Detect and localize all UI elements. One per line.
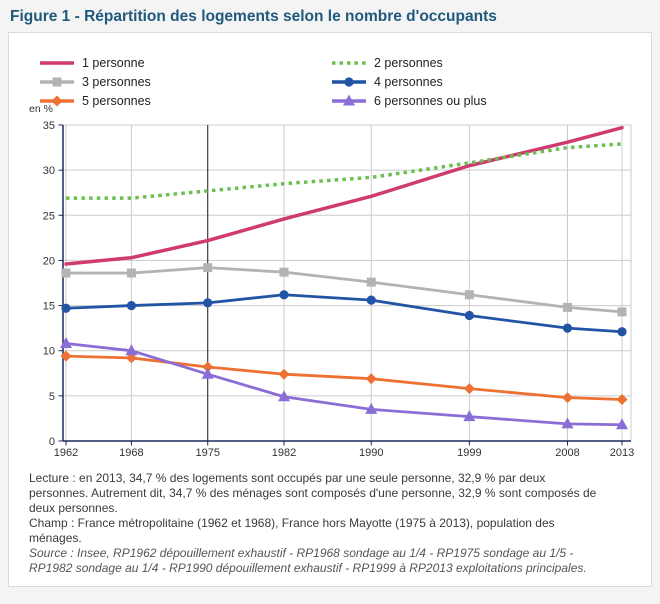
axes — [58, 124, 631, 446]
legend-swatch-2-personnes — [332, 60, 366, 65]
legend-item-3-personnes: 3 personnes — [39, 72, 331, 91]
series-6-personnes-ou-plus — [60, 336, 628, 430]
legend-item-6-personnes-ou-plus: 6 personnes ou plus — [331, 91, 651, 110]
x-tick-label: 1990 — [359, 447, 383, 459]
y-tick-label: 0 — [49, 436, 55, 448]
legend-label: 5 personnes — [82, 93, 151, 108]
y-tick-label: 35 — [43, 120, 55, 132]
legend-swatch-6-personnes-ou-plus — [332, 94, 366, 105]
legend-label: 2 personnes — [374, 55, 443, 70]
axis-tick-labels: 0 5 10 15 20 25 30 35 1962 1968 1975 1982 1990 1999 20… — [43, 120, 634, 459]
gridlines — [63, 124, 632, 441]
y-tick-label: 25 — [43, 210, 55, 222]
y-axis-unit-label: en % — [29, 103, 53, 115]
x-tick-label: 1975 — [195, 447, 219, 459]
x-tick-label: 1968 — [119, 447, 143, 459]
legend-label: 3 personnes — [82, 74, 151, 89]
legend-label: 1 personne — [82, 55, 145, 70]
legend-swatch-1-personne — [40, 60, 74, 65]
series-4-personnes — [61, 290, 627, 337]
series-5-personnes — [60, 350, 628, 405]
y-tick-label: 20 — [43, 255, 55, 267]
figure-card: 1 personne 2 personnes 3 personnes 4 person… — [8, 32, 652, 587]
legend-item-5-personnes: 5 personnes — [39, 91, 331, 110]
x-tick-label: 1999 — [457, 447, 481, 459]
legend-label: 6 personnes ou plus — [374, 93, 487, 108]
legend-swatch-4-personnes — [332, 76, 366, 87]
x-tick-label: 2013 — [610, 447, 634, 459]
legend-item-1-personne: 1 personne — [39, 53, 331, 72]
series-3-personnes — [61, 263, 627, 317]
legend-item-2-personnes: 2 personnes — [331, 53, 651, 72]
chart-legend: 1 personne 2 personnes 3 personnes 4 person… — [9, 33, 651, 110]
chart-notes: Lecture : en 2013, 34,7 % des logements … — [29, 471, 607, 576]
y-tick-label: 10 — [43, 346, 55, 358]
chart-canvas[interactable]: 0 5 10 15 20 25 30 35 1962 1968 1975 1982 1990 1999 20… — [9, 103, 651, 463]
legend-swatch-3-personnes — [40, 77, 74, 86]
figure-title: Figure 1 - Répartition des logements sel… — [10, 8, 497, 25]
series-1-personne — [64, 125, 624, 266]
legend-swatch-5-personnes — [40, 95, 74, 106]
note-source: Source : Insee, RP1962 dépouillement exh… — [29, 546, 587, 575]
x-tick-label: 2008 — [555, 447, 579, 459]
x-tick-label: 1962 — [54, 447, 78, 459]
series-2-personnes — [66, 142, 623, 200]
y-tick-label: 5 — [49, 391, 55, 403]
legend-label: 4 personnes — [374, 74, 443, 89]
y-tick-label: 15 — [43, 301, 55, 313]
legend-item-4-personnes: 4 personnes — [331, 72, 651, 91]
note-champ: Champ : France métropolitaine (1962 et 1… — [29, 516, 555, 545]
x-tick-label: 1982 — [272, 447, 296, 459]
y-tick-label: 30 — [43, 165, 55, 177]
note-lecture: Lecture : en 2013, 34,7 % des logements … — [29, 471, 597, 515]
